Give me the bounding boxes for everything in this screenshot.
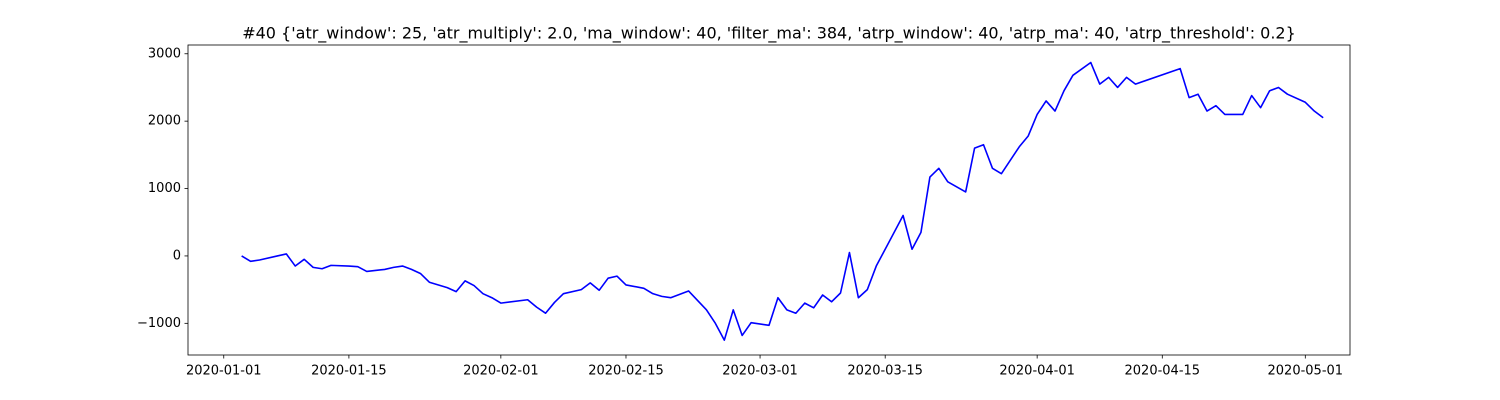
- x-tick-label: 2020-04-15: [1125, 364, 1201, 379]
- data-line: [241, 61, 1324, 341]
- x-tick-label: 2020-03-15: [847, 364, 923, 379]
- chart-title: #40 {'atr_window': 25, 'atr_multiply': 2…: [242, 24, 1296, 44]
- x-tick-label: 2020-04-01: [999, 364, 1075, 379]
- y-tick-label: 3000: [148, 46, 181, 61]
- x-tick-label: 2020-01-01: [186, 364, 262, 379]
- y-tick-label: −1000: [137, 316, 181, 331]
- x-tick-label: 2020-03-01: [722, 364, 798, 379]
- y-tick-label: 1000: [148, 181, 181, 196]
- x-tick-label: 2020-02-15: [588, 364, 664, 379]
- x-tick-label: 2020-05-01: [1268, 364, 1344, 379]
- x-tick-label: 2020-02-01: [463, 364, 539, 379]
- y-tick-label: 0: [173, 248, 181, 263]
- x-tick-label: 2020-01-15: [311, 364, 387, 379]
- axes-frame: [187, 44, 1351, 356]
- y-tick-label: 2000: [148, 114, 181, 129]
